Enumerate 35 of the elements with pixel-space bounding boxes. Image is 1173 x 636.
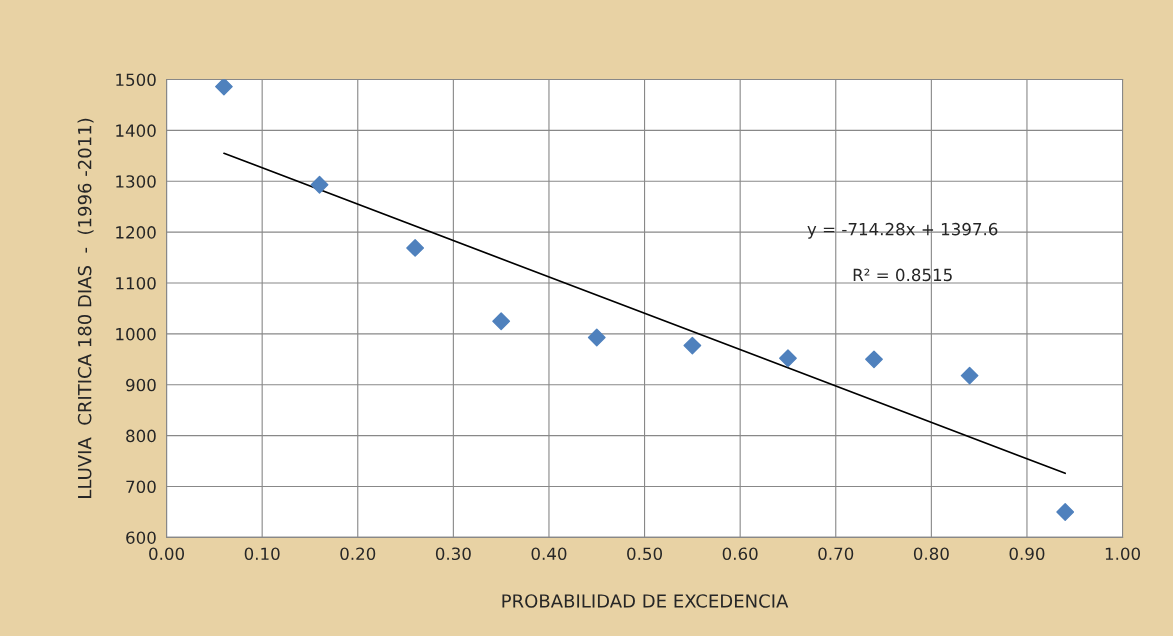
x-axis-title: PROBABILIDAD DE EXCEDENCIA: [502, 594, 789, 608]
y-tick-label: 1300: [116, 175, 156, 188]
y-tick-label: 1100: [116, 276, 156, 290]
annotation: y = -714.28x + 1397.6: [807, 222, 998, 239]
point: [683, 336, 702, 355]
point: [960, 366, 979, 385]
x-tick-label: 0.00: [149, 547, 185, 561]
point: [779, 349, 797, 368]
y-tick-label: 1500: [116, 73, 156, 87]
point: [310, 175, 329, 194]
x-tick-label: 0.70: [818, 547, 854, 561]
x-tick-label: 0.30: [435, 547, 471, 561]
point: [492, 312, 511, 331]
x-tick-label: 0.80: [913, 547, 949, 561]
point: [215, 79, 233, 96]
x-tick-label: 0.10: [244, 547, 280, 561]
point: [587, 328, 606, 347]
point: [865, 350, 883, 369]
y-tick-label: 1400: [116, 124, 156, 137]
x-tick-label: 1.00: [1105, 547, 1141, 561]
x-tick-label: 0.90: [1009, 547, 1045, 561]
y-tick-label: 700: [126, 480, 156, 494]
y-tick-label: 600: [126, 531, 156, 544]
y-tick-label: 1000: [116, 327, 156, 341]
y-axis-title: LLUVIA CRITICA 180 DIAS - (1996 -2011): [77, 118, 94, 498]
x-tick-label: 0.40: [531, 547, 567, 561]
x-tick-label: 0.60: [722, 547, 758, 561]
point: [1056, 503, 1075, 521]
y-tick-label: 800: [126, 429, 156, 443]
y-tick-label: 900: [126, 378, 156, 392]
x-tick-label: 0.50: [627, 547, 663, 561]
y-tick-label: 1200: [116, 226, 156, 239]
point: [406, 239, 425, 257]
annotation: R² = 0.8515: [853, 268, 952, 282]
x-tick-label: 0.20: [340, 547, 376, 561]
